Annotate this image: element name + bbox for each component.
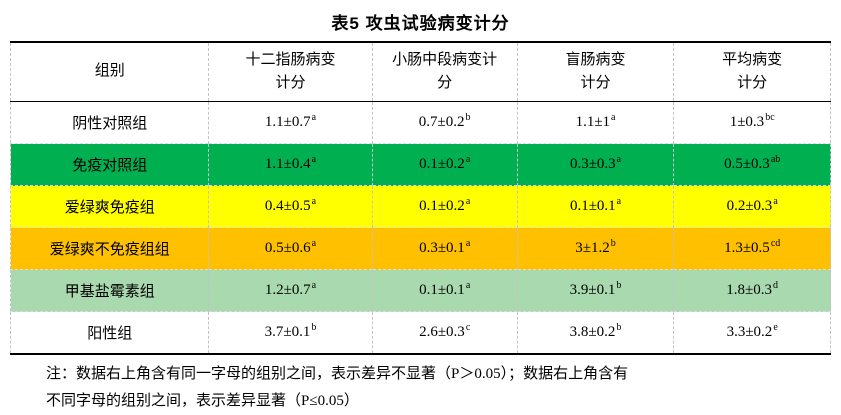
score-value: 0.4±0.5: [264, 198, 311, 214]
significance-letter: a: [311, 196, 317, 207]
score-value: 3.9±0.1: [569, 282, 616, 298]
score-value: 0.1±0.2: [419, 198, 465, 214]
table-row: 阴性对照组 1.1±0.7a 0.7±0.2b 1.1±1a 1±0.3bc: [10, 101, 831, 144]
significance-letter: ab: [770, 154, 781, 165]
significance-letter: a: [611, 112, 616, 123]
significance-letter: bc: [765, 112, 775, 123]
score-cell: 0.3±0.3a: [516, 143, 674, 186]
score-cell: 1.8±0.3d: [673, 269, 831, 312]
score-value: 1.2±0.7: [264, 282, 311, 298]
score-cell: 1.1±0.4a: [208, 143, 373, 186]
score-value: 0.3±0.1: [419, 240, 465, 256]
significance-letter: a: [311, 238, 317, 249]
significance-letter: b: [311, 322, 317, 333]
score-value: 0.7±0.2: [418, 114, 465, 130]
group-cell: 甲基盐霉素组: [10, 269, 209, 312]
significance-letter: a: [311, 154, 317, 165]
score-cell: 1.2±0.7a: [208, 269, 373, 312]
table-row: 甲基盐霉素组 1.2±0.7a 0.1±0.1a 3.9±0.1b 1.8±0.…: [10, 269, 831, 312]
table-row: 爱绿爽免疫组 0.4±0.5a 0.1±0.2a 0.1±0.1a 0.2±0.…: [10, 185, 831, 228]
score-value: 2.6±0.3: [419, 324, 465, 340]
score-value: 3.8±0.2: [569, 324, 616, 340]
score-cell: 3.8±0.2b: [516, 311, 674, 354]
score-cell: 0.1±0.2a: [371, 185, 518, 228]
score-value: 1.1±0.4: [264, 156, 311, 172]
score-value: 0.1±0.1: [419, 282, 465, 298]
score-cell: 3.3±0.2e: [673, 311, 831, 354]
significance-letter: a: [616, 196, 622, 207]
score-value: 1.3±0.5: [724, 240, 770, 256]
lesion-score-table: 组别 十二指肠病变 计分 小肠中段病变计 分 盲肠病变 计分 平均病变 计分 阴…: [10, 41, 831, 355]
group-cell: 爱绿爽不免疫组组: [10, 227, 209, 270]
score-cell: 0.5±0.6a: [208, 227, 373, 270]
score-cell: 1.3±0.5cd: [673, 227, 831, 270]
table-row: 爱绿爽不免疫组组 0.5±0.6a 0.3±0.1a 3±1.2b 1.3±0.…: [10, 227, 831, 270]
significance-letter: cd: [770, 238, 781, 249]
score-cell: 3.7±0.1b: [208, 311, 373, 354]
significance-letter: a: [465, 238, 471, 249]
significance-letter: b: [465, 112, 471, 123]
score-cell: 1.1±1a: [516, 101, 674, 144]
group-cell: 阳性组: [10, 311, 209, 354]
score-cell: 1.1±0.7a: [208, 101, 373, 144]
significance-letter: a: [465, 280, 471, 291]
significance-letter: a: [773, 196, 778, 207]
score-cell: 0.3±0.1a: [371, 227, 518, 270]
significance-letter: d: [773, 280, 779, 291]
score-value: 0.1±0.2: [419, 156, 465, 172]
significance-letter: b: [610, 238, 616, 249]
significance-letter: b: [616, 280, 622, 291]
score-cell: 0.1±0.2a: [371, 143, 518, 186]
score-value: 0.1±0.1: [569, 198, 616, 214]
significance-letter: a: [616, 154, 622, 165]
significance-letter: c: [465, 322, 471, 333]
score-value: 1±0.3: [729, 114, 765, 130]
table-row: 阳性组 3.7±0.1b 2.6±0.3c 3.8±0.2b 3.3±0.2e: [10, 311, 831, 354]
table-caption: 表5 攻虫试验病变计分: [331, 14, 510, 33]
score-value: 1.8±0.3: [726, 282, 773, 298]
score-cell: 3±1.2b: [516, 227, 674, 270]
col-header-mid-intestine: 小肠中段病变计 分: [371, 42, 518, 102]
score-cell: 3.9±0.1b: [516, 269, 674, 312]
score-value: 0.3±0.3: [569, 156, 616, 172]
col-header-cecum: 盲肠病变 计分: [516, 42, 674, 102]
header-row: 组别 十二指肠病变 计分 小肠中段病变计 分 盲肠病变 计分 平均病变 计分: [10, 42, 831, 102]
significance-letter: a: [465, 154, 471, 165]
footnote: 注：数据右上角含有同一字母的组别之间，表示差异不显著（P＞0.05）；数据右上角…: [46, 366, 629, 409]
score-value: 0.5±0.6: [264, 240, 311, 256]
score-value: 1.1±1: [575, 114, 611, 130]
score-cell: 0.2±0.3a: [673, 185, 831, 228]
score-cell: 0.5±0.3ab: [673, 143, 831, 186]
score-cell: 2.6±0.3c: [371, 311, 518, 354]
score-value: 3.7±0.1: [264, 324, 311, 340]
table-row: 免疫对照组 1.1±0.4a 0.1±0.2a 0.3±0.3a 0.5±0.3…: [10, 143, 831, 186]
significance-letter: e: [773, 322, 778, 333]
col-header-average: 平均病变 计分: [673, 42, 831, 102]
score-value: 3±1.2: [575, 240, 610, 256]
significance-letter: a: [465, 196, 471, 207]
col-header-duodenum: 十二指肠病变 计分: [208, 42, 373, 102]
score-cell: 0.7±0.2b: [371, 101, 518, 144]
col-header-group: 组别: [10, 42, 209, 102]
score-value: 0.5±0.3: [724, 156, 770, 172]
score-cell: 1±0.3bc: [673, 101, 831, 144]
significance-letter: b: [616, 322, 622, 333]
group-cell: 爱绿爽免疫组: [10, 185, 209, 228]
significance-letter: a: [311, 112, 317, 123]
score-value: 3.3±0.2: [726, 324, 773, 340]
score-value: 1.1±0.7: [264, 114, 311, 130]
score-cell: 0.4±0.5a: [208, 185, 373, 228]
group-cell: 免疫对照组: [10, 143, 209, 186]
significance-letter: a: [311, 280, 317, 291]
group-cell: 阴性对照组: [72, 116, 148, 132]
score-value: 0.2±0.3: [726, 198, 773, 214]
score-cell: 0.1±0.1a: [516, 185, 674, 228]
score-cell: 0.1±0.1a: [371, 269, 518, 312]
